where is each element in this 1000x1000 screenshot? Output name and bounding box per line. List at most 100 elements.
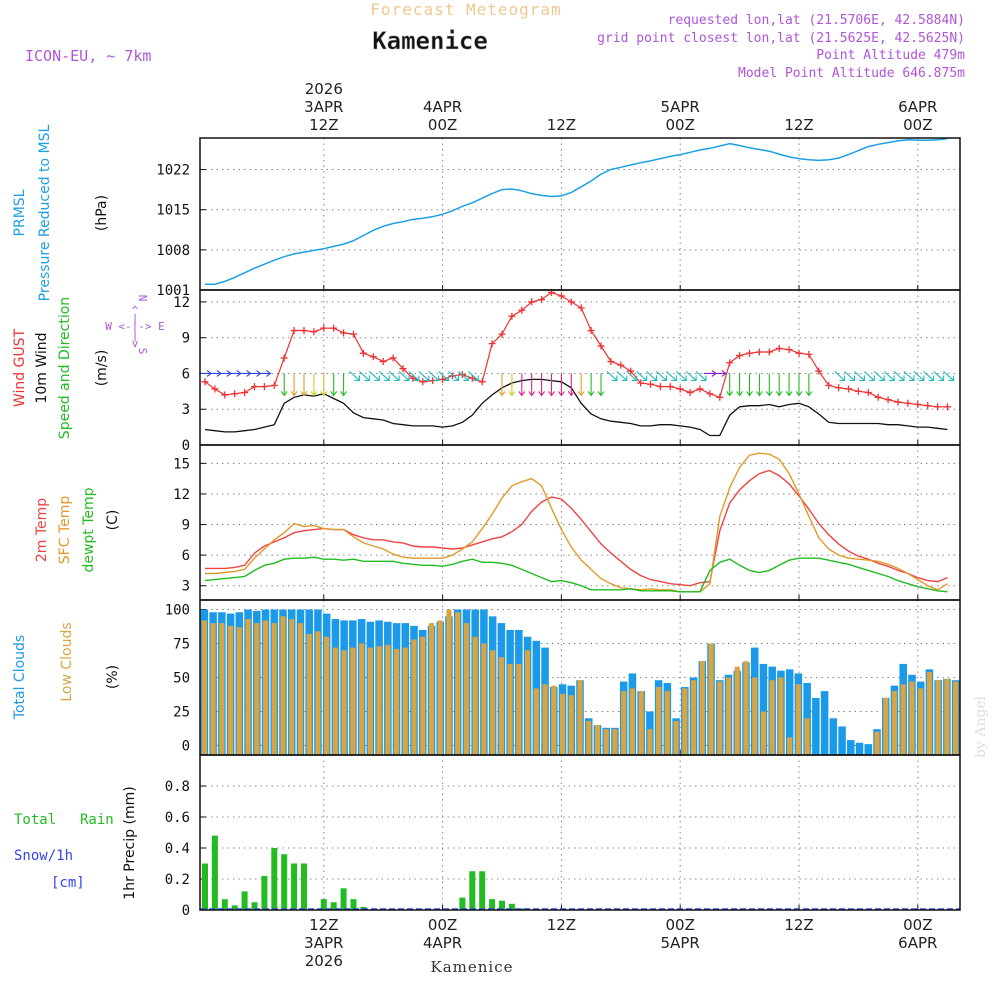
low-cloud-bar bbox=[909, 681, 915, 746]
low-cloud-bar bbox=[516, 663, 522, 746]
low-cloud-bar bbox=[551, 685, 557, 746]
wind-direction-arrow bbox=[943, 371, 955, 382]
low-cloud-bar-base bbox=[804, 745, 810, 755]
low-cloud-bar-base bbox=[516, 745, 522, 755]
low-cloud-bar bbox=[883, 697, 889, 746]
y-tick-label: 12 bbox=[173, 487, 190, 503]
gust-marker bbox=[617, 361, 625, 369]
grid-layer bbox=[200, 138, 960, 911]
low-cloud-bar-base bbox=[638, 745, 644, 755]
gust-marker bbox=[637, 379, 645, 387]
total-cloud-bar bbox=[812, 697, 820, 746]
low-cloud-bar-base bbox=[708, 745, 714, 755]
low-cloud-bar-base bbox=[717, 745, 723, 755]
low-cloud-bar bbox=[568, 695, 574, 746]
gust-marker bbox=[399, 365, 407, 373]
rain-bar bbox=[211, 835, 218, 910]
low-cloud-bar-base bbox=[341, 745, 347, 755]
low-cloud-bar bbox=[437, 620, 443, 746]
gust-marker bbox=[587, 327, 595, 335]
compass-we: W <-|-> E bbox=[105, 320, 165, 333]
low-cloud-bar bbox=[638, 691, 644, 746]
wind-direction-arrow bbox=[834, 371, 846, 382]
wind-direction-arrow bbox=[587, 373, 595, 397]
low-cloud-bar-base bbox=[760, 745, 767, 755]
total-cloud-bar bbox=[759, 663, 768, 746]
low-cloud-bar bbox=[262, 620, 269, 746]
y-tick-label: 100 bbox=[165, 603, 190, 619]
wind-direction-arrow bbox=[388, 371, 400, 382]
wind-direction-arrow bbox=[518, 373, 526, 397]
credit: by Angel bbox=[973, 695, 989, 758]
wind-direction-arrow bbox=[418, 371, 430, 382]
wind-label-10m: 10m Wind bbox=[34, 332, 50, 403]
time-label: 2026 bbox=[305, 952, 343, 970]
wind-direction-arrow bbox=[320, 373, 328, 397]
gust-marker bbox=[350, 330, 357, 338]
low-cloud-bar-base bbox=[656, 745, 662, 755]
wind-direction-arrow bbox=[290, 373, 298, 397]
gust-marker bbox=[924, 402, 932, 410]
low-cloud-bar-base bbox=[795, 745, 801, 755]
low-cloud-bar bbox=[385, 644, 391, 746]
low-cloud-bar bbox=[795, 684, 801, 746]
gust-marker bbox=[815, 367, 823, 375]
low-cloud-bar-base bbox=[376, 745, 382, 755]
low-cloud-bar bbox=[297, 623, 304, 746]
low-cloud-bar bbox=[621, 691, 627, 746]
rain-bar bbox=[271, 848, 278, 910]
gust-marker bbox=[567, 298, 575, 306]
low-cloud-bar bbox=[420, 636, 426, 746]
low-cloud-bar-base bbox=[201, 745, 207, 755]
wind-direction-arrow bbox=[310, 373, 318, 397]
low-cloud-bar bbox=[577, 680, 583, 746]
y-tick-label: 1008 bbox=[156, 243, 190, 259]
total-cloud-bar-base bbox=[855, 745, 864, 755]
low-cloud-bar bbox=[498, 657, 504, 746]
low-cloud-bar bbox=[752, 677, 758, 746]
low-cloud-bar-base bbox=[498, 745, 504, 755]
low-cloud-bar-base bbox=[280, 745, 286, 755]
gust-marker bbox=[914, 400, 922, 408]
rain-bar bbox=[261, 875, 268, 910]
y-tick-label: 15 bbox=[173, 456, 190, 472]
gust-marker bbox=[201, 378, 209, 386]
wind-direction-arrow bbox=[746, 373, 753, 397]
gust-marker bbox=[488, 340, 496, 348]
low-cloud-bar-base bbox=[586, 745, 592, 755]
low-cloud-bar-base bbox=[699, 745, 705, 755]
gust-marker bbox=[597, 342, 605, 350]
time-label: 3APR bbox=[304, 98, 343, 116]
wind-direction-arrow bbox=[458, 371, 469, 382]
gust-marker bbox=[874, 393, 882, 401]
wind-direction-arrow bbox=[854, 371, 865, 382]
low-cloud-bar bbox=[332, 647, 338, 746]
gridpoint-coords: grid point closest lon,lat (21.5625E, 42… bbox=[597, 31, 965, 46]
rain-bar bbox=[320, 899, 327, 910]
wind-direction-arrow bbox=[805, 373, 813, 397]
time-label: 6APR bbox=[898, 934, 937, 952]
low-cloud-bar-base bbox=[603, 745, 609, 755]
wind-direction-arrow bbox=[923, 371, 935, 382]
panel-frame-precip bbox=[199, 754, 961, 911]
gust-marker bbox=[746, 349, 753, 357]
gust-marker bbox=[518, 306, 526, 314]
low-cloud-bar-base bbox=[490, 745, 496, 755]
total-cloud-bar bbox=[864, 744, 873, 746]
wind-direction-arrow bbox=[883, 371, 895, 382]
wind-direction-arrow bbox=[903, 371, 915, 382]
low-cloud-bar-base bbox=[542, 745, 548, 755]
wind-unit: (m/s) bbox=[94, 350, 110, 387]
clouds-label-low: Low Clouds bbox=[59, 622, 75, 701]
low-cloud-bar bbox=[926, 672, 932, 746]
low-cloud-bar bbox=[717, 681, 723, 746]
total-cloud-bar bbox=[847, 740, 855, 746]
gust-marker bbox=[231, 390, 239, 398]
low-cloud-bar bbox=[559, 693, 566, 746]
low-cloud-bar-base bbox=[228, 745, 234, 755]
low-cloud-bar bbox=[953, 681, 959, 746]
low-cloud-bar-base bbox=[481, 745, 487, 755]
temp-unit: (C) bbox=[105, 510, 121, 531]
low-cloud-bar bbox=[507, 663, 513, 746]
